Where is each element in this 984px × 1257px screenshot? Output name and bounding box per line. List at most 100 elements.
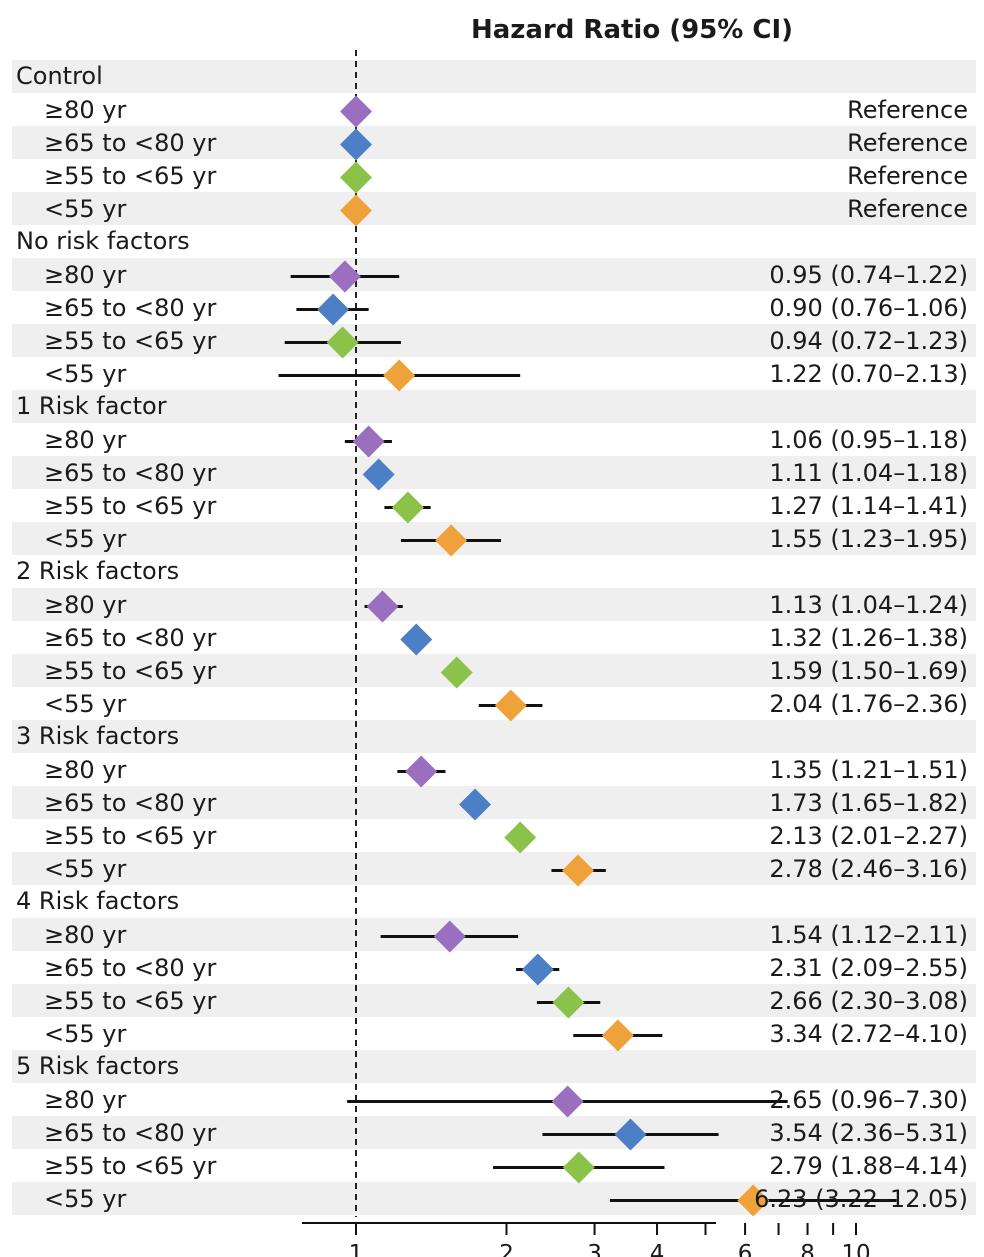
x-tick-label: 2 xyxy=(499,1241,514,1257)
age-group-label: ≥65 to <80 yr xyxy=(44,1119,216,1147)
x-tick-label: 10 xyxy=(841,1241,870,1257)
group-label: Control xyxy=(16,62,103,90)
hazard-ratio-value: 1.35 (1.21–1.51) xyxy=(769,756,968,784)
row-band xyxy=(12,720,976,753)
hazard-ratio-marker xyxy=(551,1085,584,1118)
hazard-ratio-marker xyxy=(504,821,537,854)
age-group-label: <55 yr xyxy=(44,1020,126,1048)
row-band xyxy=(12,60,976,93)
row-band xyxy=(12,192,976,225)
hazard-ratio-value: 2.79 (1.88–4.14) xyxy=(769,1152,968,1180)
hazard-ratio-value: 6.23 (3.22–12.05) xyxy=(754,1185,968,1213)
hazard-ratio-marker xyxy=(328,260,361,293)
hazard-ratio-value: Reference xyxy=(847,195,968,223)
age-group-label: ≥55 to <65 yr xyxy=(44,1152,216,1180)
row-band xyxy=(12,1050,976,1083)
age-group-label: ≥55 to <65 yr xyxy=(44,162,216,190)
hazard-ratio-marker xyxy=(737,1184,770,1217)
age-group-label: ≥65 to <80 yr xyxy=(44,459,216,487)
hazard-ratio-marker xyxy=(340,128,372,161)
group-label: 5 Risk factors xyxy=(16,1052,179,1080)
hazard-ratio-value: 2.66 (2.30–3.08) xyxy=(769,987,968,1015)
age-group-label: ≥65 to <80 yr xyxy=(44,129,216,157)
row-band xyxy=(12,126,976,159)
row-bands xyxy=(12,60,976,1215)
age-group-label: <55 yr xyxy=(44,690,126,718)
hazard-ratio-value: 1.73 (1.65–1.82) xyxy=(769,789,968,817)
hazard-ratio-value: 0.94 (0.72–1.23) xyxy=(769,327,968,355)
hazard-ratio-marker xyxy=(366,590,399,623)
age-group-label: ≥55 to <65 yr xyxy=(44,822,216,850)
hazard-ratio-value: Reference xyxy=(847,162,968,190)
hazard-ratio-value: 2.04 (1.76–2.36) xyxy=(769,690,968,718)
age-group-label: ≥80 yr xyxy=(44,921,126,949)
hazard-ratio-value: 3.34 (2.72–4.10) xyxy=(769,1020,968,1048)
hazard-ratio-marker xyxy=(400,623,433,656)
age-group-label: <55 yr xyxy=(44,855,126,883)
x-tick-label: 8 xyxy=(800,1241,815,1257)
hazard-ratio-marker xyxy=(362,458,395,491)
x-tick-label: 1 xyxy=(349,1241,364,1257)
hazard-ratio-values: Reference Reference Reference Reference 0.95… xyxy=(754,96,968,1213)
hazard-ratio-value: 1.13 (1.04–1.24) xyxy=(769,591,968,619)
row-band xyxy=(12,324,976,357)
hazard-ratio-value: 2.78 (2.46–3.16) xyxy=(769,855,968,883)
row-band xyxy=(12,1182,976,1215)
hazard-ratio-value: 1.27 (1.14–1.41) xyxy=(769,492,968,520)
age-group-label: <55 yr xyxy=(44,525,126,553)
hazard-ratio-value: 1.54 (1.12–2.11) xyxy=(769,921,968,949)
group-label: 4 Risk factors xyxy=(16,887,179,915)
hazard-ratio-marker xyxy=(391,491,424,524)
hazard-ratio-value: 1.22 (0.70–2.13) xyxy=(769,360,968,388)
hazard-ratio-value: 1.11 (1.04–1.18) xyxy=(769,459,968,487)
age-group-label: ≥80 yr xyxy=(44,756,126,784)
hazard-ratio-marker xyxy=(440,656,473,689)
hazard-ratio-marker xyxy=(562,1151,595,1184)
row-band xyxy=(12,786,976,819)
hazard-ratio-value: 0.90 (0.76–1.06) xyxy=(769,294,968,322)
hazard-ratio-markers xyxy=(317,95,770,1217)
hazard-ratio-value: 2.13 (2.01–2.27) xyxy=(769,822,968,850)
hazard-ratio-marker xyxy=(459,788,492,821)
age-group-label: ≥80 yr xyxy=(44,96,126,124)
hazard-ratio-marker xyxy=(340,95,372,128)
group-label: No risk factors xyxy=(16,227,190,255)
hazard-ratio-marker xyxy=(383,359,416,392)
x-tick-label: 6 xyxy=(738,1241,753,1257)
hazard-ratio-marker xyxy=(433,920,466,953)
age-group-label: <55 yr xyxy=(44,1185,126,1213)
hazard-ratio-value: 0.95 (0.74–1.22) xyxy=(769,261,968,289)
hazard-ratio-marker xyxy=(562,854,595,887)
row-band xyxy=(12,654,976,687)
age-group-label: ≥80 yr xyxy=(44,426,126,454)
row-band xyxy=(12,984,976,1017)
age-group-label: ≥55 to <65 yr xyxy=(44,987,216,1015)
hazard-ratio-value: 1.06 (0.95–1.18) xyxy=(769,426,968,454)
row-band xyxy=(12,852,976,885)
hazard-ratio-value: 2.31 (2.09–2.55) xyxy=(769,954,968,982)
age-group-label: ≥65 to <80 yr xyxy=(44,954,216,982)
age-group-label: ≥80 yr xyxy=(44,1086,126,1114)
hazard-ratio-marker xyxy=(352,425,385,458)
hazard-ratio-value: Reference xyxy=(847,129,968,157)
x-tick-label: 3 xyxy=(587,1241,602,1257)
row-band xyxy=(12,918,976,951)
hazard-ratio-value: 1.59 (1.50–1.69) xyxy=(769,657,968,685)
hazard-ratio-marker xyxy=(435,524,468,557)
age-group-label: <55 yr xyxy=(44,360,126,388)
row-band xyxy=(12,258,976,291)
hazard-ratio-value: Reference xyxy=(847,96,968,124)
row-band xyxy=(12,588,976,621)
age-group-label: ≥55 to <65 yr xyxy=(44,657,216,685)
age-group-label: ≥80 yr xyxy=(44,261,126,289)
age-group-label: <55 yr xyxy=(44,195,126,223)
hazard-ratio-marker xyxy=(601,1019,634,1052)
x-axis: 1 2 3 4 6 8 10 xyxy=(302,1222,871,1257)
row-band xyxy=(12,522,976,555)
hazard-ratio-value: 1.32 (1.26–1.38) xyxy=(769,624,968,652)
age-group-label: ≥65 to <80 yr xyxy=(44,294,216,322)
chart-title: Hazard Ratio (95% CI) xyxy=(471,15,793,45)
age-group-label: ≥80 yr xyxy=(44,591,126,619)
group-label: 2 Risk factors xyxy=(16,557,179,585)
